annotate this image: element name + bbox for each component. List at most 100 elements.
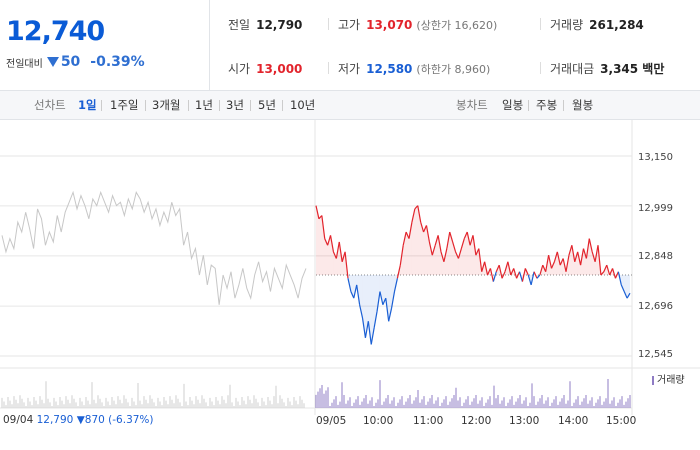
today-line-segment [376, 291, 381, 312]
today-line-segment [481, 261, 486, 272]
divider [145, 100, 146, 111]
today-line-segment [492, 271, 497, 282]
ytick-label: 12,545 [638, 349, 673, 360]
stat-value: 12,580 [366, 62, 413, 76]
volume-bars [1, 379, 631, 408]
volume-legend: 거래량 [652, 371, 685, 386]
divider [540, 18, 541, 30]
today-line-segment [611, 268, 617, 279]
today-area-segment [330, 235, 334, 276]
today-line-segment [364, 321, 369, 338]
price-box: 12,740 전일대비 50 -0.39% [0, 0, 210, 90]
stats-panel: 전일 12,790 고가 13,070 (상한가 16,620) 거래량 261,284… [210, 0, 700, 90]
today-line-segment [486, 268, 491, 276]
today-area-segment [583, 248, 587, 276]
change-row: 전일대비 50 -0.39% [6, 54, 145, 70]
today-line-segment [489, 268, 494, 282]
today-line-segment [370, 327, 375, 345]
stat-sub: (상한가 16,620) [416, 19, 498, 32]
tab-1week[interactable]: 1주일 [110, 98, 139, 112]
today-line-segment [530, 271, 535, 286]
today-area-segment [342, 251, 346, 276]
today-area-segment [432, 245, 436, 276]
today-line-segment [457, 248, 462, 259]
today-area-segment [391, 275, 395, 309]
change-label: 전일대비 [6, 58, 43, 70]
today-line-segment [588, 238, 593, 252]
today-line-segment [327, 235, 332, 246]
tab-monthly-candle[interactable]: 월봉 [572, 98, 594, 112]
today-line-segment [321, 215, 326, 239]
today-line-segment [332, 251, 337, 259]
tab-weekly-candle[interactable]: 주봉 [536, 98, 558, 112]
xtick-label: 12:00 [461, 415, 492, 427]
today-line-segment [356, 284, 361, 305]
today-area-segment [316, 205, 319, 276]
today-area-segment [592, 251, 596, 276]
today-area-segment [382, 275, 386, 305]
today-area-segment [411, 208, 415, 276]
today-line-segment [559, 258, 564, 266]
today-line-segment [379, 291, 384, 305]
today-line-segment [484, 261, 489, 276]
stat-label: 고가 [338, 18, 361, 32]
today-line-segment [382, 297, 387, 306]
today-series [315, 205, 631, 345]
tab-3month[interactable]: 3개월 [152, 98, 181, 112]
today-line-segment [533, 271, 538, 279]
today-line-segment [606, 264, 611, 276]
tab-10year[interactable]: 10년 [290, 98, 316, 112]
today-area-segment [464, 232, 468, 276]
today-line-segment [585, 238, 590, 259]
today-line-segment [475, 248, 480, 256]
tab-1year[interactable]: 1년 [195, 98, 213, 112]
today-line-segment [315, 205, 320, 219]
today-area-segment [420, 222, 424, 276]
stat-value: 13,000 [256, 62, 303, 76]
xtick-label: 14:00 [558, 415, 589, 427]
today-line-segment [367, 321, 372, 345]
today-line-segment [600, 271, 605, 276]
today-area-segment [318, 215, 322, 276]
price-chart[interactable] [0, 120, 700, 450]
today-line-segment [626, 292, 631, 299]
prev-day-line [1, 190, 307, 305]
stat-label: 전일 [228, 18, 251, 32]
today-line-segment [521, 268, 526, 282]
tab-5year[interactable]: 5년 [258, 98, 276, 112]
stat-open: 시가 13,000 [228, 60, 302, 77]
today-area-segment [414, 205, 418, 276]
today-area-segment [554, 251, 558, 276]
tab-3year[interactable]: 3년 [226, 98, 244, 112]
today-area-segment [426, 225, 430, 276]
tab-daily-candle[interactable]: 일봉 [502, 98, 524, 112]
today-line-segment [455, 251, 460, 259]
today-line-segment [603, 264, 608, 272]
today-line-segment [344, 251, 349, 279]
today-line-segment [545, 255, 550, 272]
stat-value: 12,790 [256, 18, 303, 32]
today-line-segment [542, 264, 547, 272]
prev-day-series [1, 190, 307, 305]
divider [188, 100, 189, 111]
today-line-segment [620, 284, 625, 292]
stat-label: 거래대금 [550, 62, 595, 76]
today-line-segment [402, 231, 407, 246]
today-line-segment [324, 238, 329, 246]
today-line-segment [469, 235, 474, 246]
today-line-segment [338, 241, 343, 262]
today-line-segment [423, 225, 428, 233]
today-line-segment [516, 271, 521, 279]
today-line-segment [536, 274, 541, 279]
today-area-segment [458, 248, 462, 276]
today-line-segment [385, 298, 390, 322]
today-area-segment [589, 238, 593, 276]
today-area-segment [446, 232, 450, 276]
today-area-segment [438, 235, 442, 276]
stat-label: 시가 [228, 62, 251, 76]
stat-label: 거래량 [550, 18, 584, 32]
today-line-segment [571, 245, 576, 262]
tab-1day[interactable]: 1일 [78, 98, 97, 112]
today-line-segment [431, 245, 436, 256]
today-line-segment [411, 208, 416, 223]
